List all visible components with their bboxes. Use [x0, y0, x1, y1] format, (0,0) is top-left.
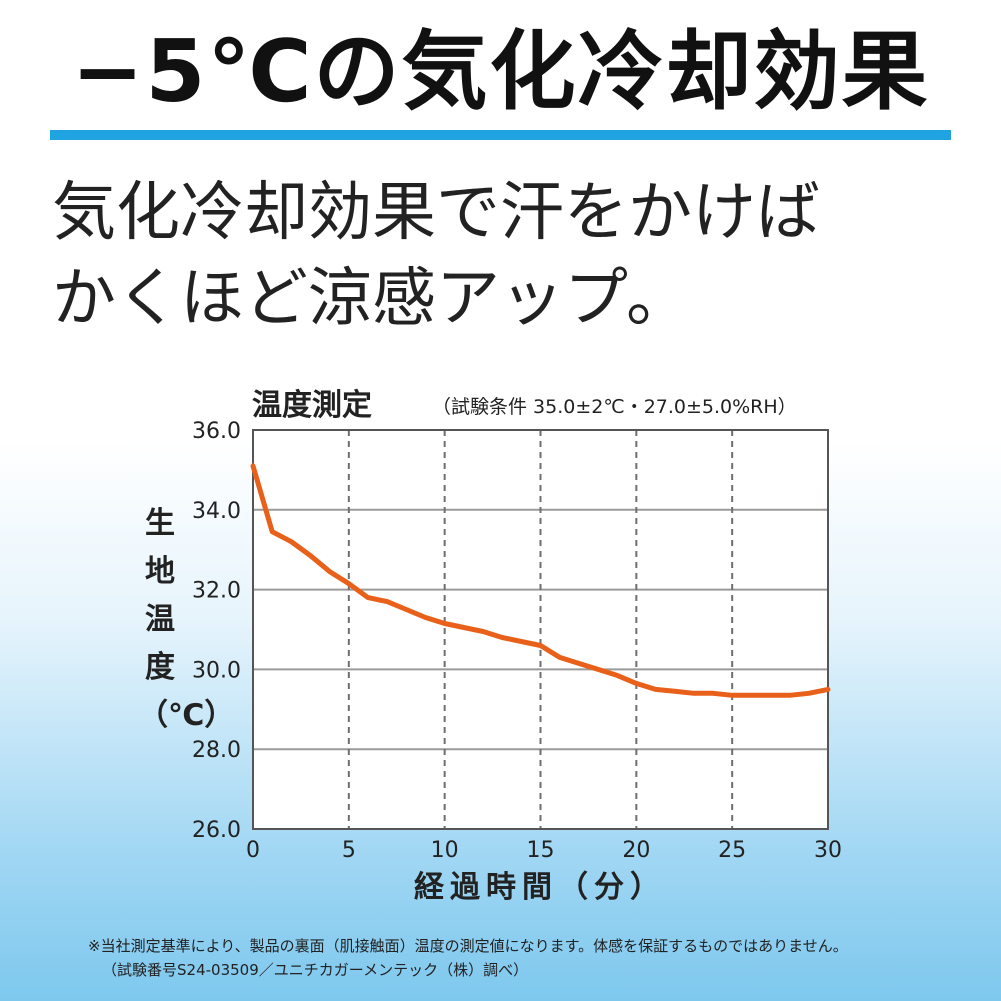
footnote-line-1: ※当社測定基準により、製品の裏面（肌接触面）温度の測定値になります。体感を保証す…: [88, 937, 848, 955]
y-tick-label: 26.0: [192, 818, 241, 843]
subhead-line-2: かくほど涼感アップ。: [52, 262, 691, 336]
subhead-line-1: 気化冷却効果で汗をかけば: [52, 176, 820, 250]
footnote-line-2: （試験番号S24-03509／ユニチカガーメンテック（株）調べ）: [102, 961, 529, 979]
x-tick-label: 30: [814, 838, 842, 863]
y-tick-label: 32.0: [192, 579, 241, 604]
headline: −5℃の気化冷却効果: [71, 22, 930, 122]
chart-subtitle: （試験条件 35.0±2℃・27.0±5.0%RH）: [432, 396, 797, 418]
x-tick-label: 10: [431, 838, 459, 863]
x-tick-label: 5: [342, 838, 356, 863]
x-axis-label: 経過時間（分）: [414, 870, 666, 905]
x-tick-label: 25: [718, 838, 746, 863]
x-tick-label: 15: [527, 838, 555, 863]
x-tick-label: 0: [246, 838, 260, 863]
y-tick-label: 30.0: [192, 658, 241, 683]
y-axis-label: 生地温度（℃）: [138, 506, 235, 733]
y-tick-label: 28.0: [192, 738, 241, 763]
subhead: 気化冷却効果で汗をかけば かくほど涼感アップ。: [52, 170, 952, 342]
series-line: [250, 463, 831, 698]
chart-title: 温度測定: [252, 388, 372, 423]
y-tick-label: 36.0: [192, 419, 241, 444]
accent-bar: [50, 130, 951, 140]
footnote: ※当社測定基準により、製品の裏面（肌接触面）温度の測定値になります。体感を保証す…: [88, 934, 968, 982]
x-tick-label: 20: [622, 838, 650, 863]
plot-frame: [252, 429, 829, 830]
y-tick-label: 34.0: [192, 499, 241, 524]
